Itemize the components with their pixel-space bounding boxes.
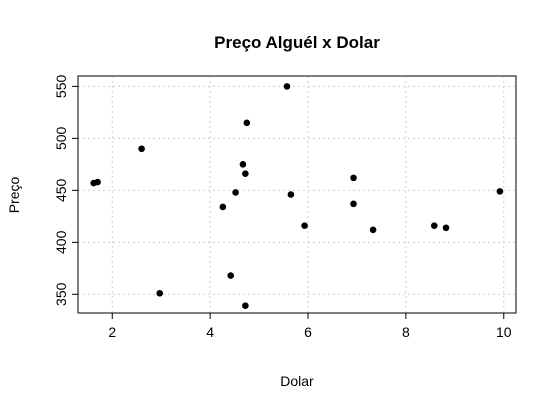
- grid-lines: [78, 76, 516, 313]
- data-point: [442, 224, 450, 232]
- data-point: [242, 302, 249, 310]
- data-point: [350, 200, 357, 208]
- data-point: [430, 222, 438, 229]
- data-point: [283, 83, 291, 90]
- data-point: [350, 174, 357, 182]
- data-point: [242, 170, 249, 178]
- x-tick-label: 10: [496, 324, 512, 340]
- x-tick-label: 4: [206, 324, 214, 340]
- y-tick-label: 500: [53, 126, 69, 150]
- x-axis-label: Dolar: [280, 373, 314, 389]
- data-points: [90, 83, 504, 310]
- plot-frame: [77, 75, 517, 314]
- data-point: [94, 178, 101, 186]
- x-tick-label: 6: [304, 324, 312, 340]
- data-point: [243, 119, 251, 127]
- y-axis-label: Preço: [6, 177, 22, 214]
- x-axis: 2 4 6 8 10: [108, 313, 512, 340]
- x-tick-label: 2: [108, 324, 116, 340]
- data-point: [227, 272, 234, 279]
- data-point: [496, 188, 504, 195]
- y-axis: 350 400 450 500 550: [53, 75, 78, 306]
- data-point: [369, 226, 377, 234]
- data-point: [287, 191, 295, 198]
- data-point: [156, 289, 164, 297]
- y-tick-label: 450: [53, 178, 69, 202]
- y-tick-label: 400: [53, 230, 69, 254]
- chart-title: Preço Alguél x Dolar: [214, 33, 380, 52]
- data-point: [232, 189, 239, 196]
- data-point: [239, 161, 247, 168]
- x-tick-label: 8: [402, 324, 410, 340]
- data-point: [301, 222, 308, 229]
- data-point: [138, 145, 145, 153]
- data-point: [219, 203, 227, 211]
- y-tick-label: 550: [53, 75, 69, 99]
- y-tick-label: 350: [53, 282, 69, 306]
